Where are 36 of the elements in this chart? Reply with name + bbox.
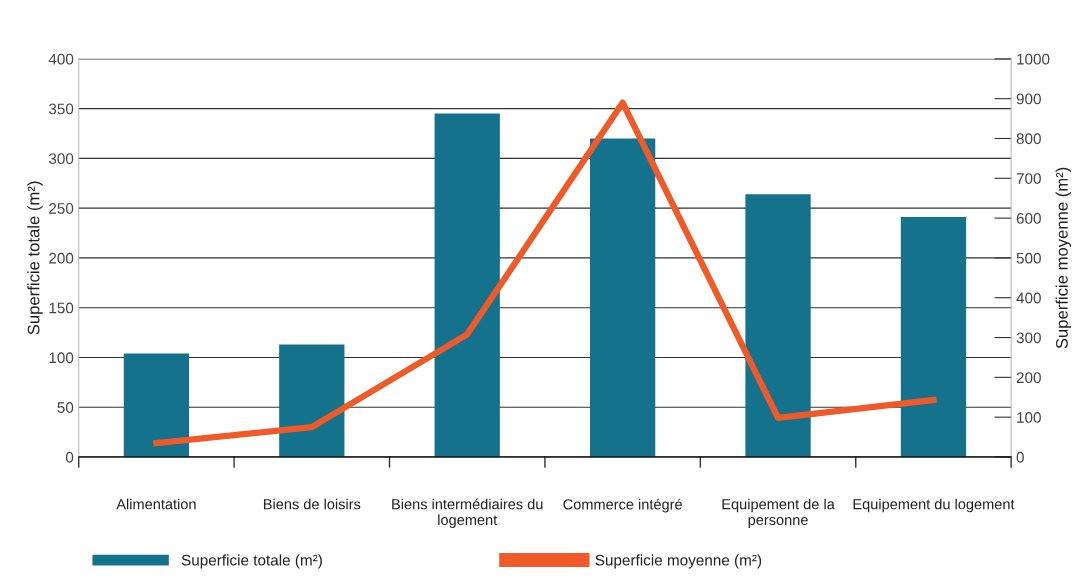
x-tick-label: Commerce intégré	[563, 498, 682, 513]
y-tick-label: 150	[49, 302, 74, 314]
y-tick-label: 350	[48, 103, 74, 115]
bar	[279, 344, 345, 457]
y2-tick-label: 900	[1016, 93, 1041, 105]
legend-label: Superficie totale (m²)	[181, 554, 322, 569]
x-tick-label: Biens intermédiaires du logement	[392, 498, 543, 528]
x-tick-label: Equipement du logement	[853, 498, 1015, 513]
bar	[745, 194, 811, 457]
y2-tick-label: 700	[1016, 173, 1041, 184]
y-axis-title: Superficie totale (m²)	[27, 181, 43, 335]
bar	[900, 217, 967, 457]
y2-tick-label: 0	[1016, 451, 1024, 463]
x-tick-label: Alimentation	[116, 498, 196, 510]
bar	[434, 113, 500, 457]
y2-tick-label: 800	[1016, 133, 1041, 145]
y-tick-label: 300	[48, 153, 74, 165]
y2-tick-label: 300	[1016, 332, 1041, 344]
y-tick-label: 0	[65, 451, 74, 463]
y2-tick-label: 600	[1016, 212, 1041, 224]
bar	[590, 138, 656, 457]
y2-tick-label: 400	[1016, 292, 1041, 304]
y2-axis-title: Superficie moyenne (m²)	[1055, 167, 1072, 349]
y-tick-label: 200	[49, 252, 74, 264]
y-tick-label: 250	[49, 203, 74, 214]
y2-tick-label: 500	[1016, 252, 1041, 264]
y-tick-label: 400	[48, 53, 74, 65]
y2-tick-label: 200	[1016, 372, 1041, 384]
x-tick-label: Biens de loisirs	[263, 498, 361, 510]
x-tick-label: Equipement de la personne	[722, 498, 835, 528]
y2-tick-label: 100	[1017, 412, 1041, 423]
bar	[123, 353, 190, 457]
y-tick-label: 100	[49, 352, 74, 364]
y-tick-label: 50	[57, 402, 74, 413]
y2-tick-label: 1000	[1017, 53, 1050, 65]
legend-label: Superficie moyenne (m²)	[595, 554, 762, 569]
